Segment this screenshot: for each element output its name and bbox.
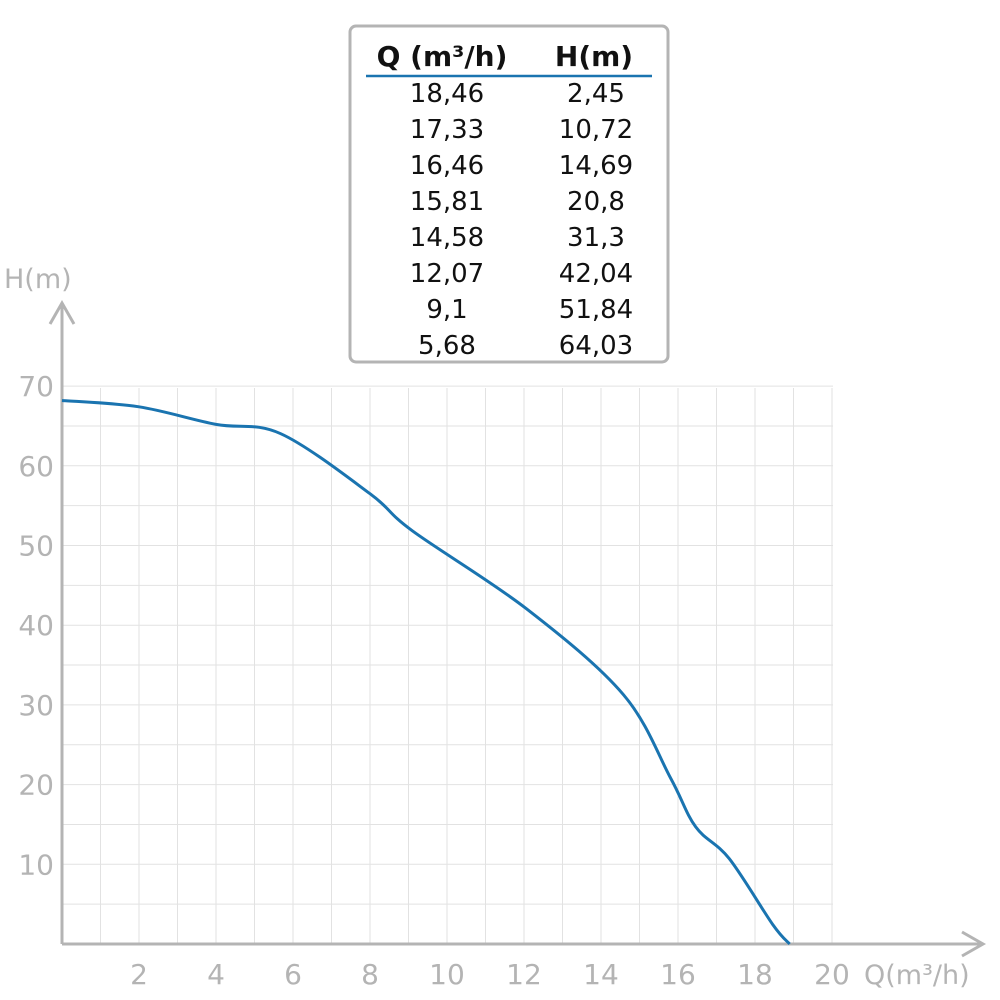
- x-tick-label: 4: [207, 958, 225, 991]
- table-cell-q: 14,58: [410, 223, 484, 253]
- x-tick-label: 10: [429, 958, 465, 991]
- table-cell-q: 17,33: [410, 115, 484, 145]
- table-cell-h: 64,03: [559, 331, 633, 361]
- y-tick-label: 50: [18, 530, 54, 563]
- y-axis-title: H(m): [4, 264, 72, 295]
- table-cell-q: 12,07: [410, 259, 484, 289]
- table-frame: [348, 24, 670, 364]
- table-cell-q: 5,68: [418, 331, 476, 361]
- x-tick-label: 16: [660, 958, 696, 991]
- table-cell-h: 14,69: [559, 151, 633, 181]
- y-tick-labels: 10 20 30 40 50 60 70: [18, 370, 54, 881]
- x-tick-label: 8: [361, 958, 379, 991]
- table-cell-q: 18,46: [410, 79, 484, 109]
- table-cell-h: 10,72: [559, 115, 633, 145]
- table-cell-h: 31,3: [567, 223, 625, 253]
- y-tick-label: 70: [18, 370, 54, 403]
- y-tick-label: 20: [18, 769, 54, 802]
- y-tick-label: 10: [18, 848, 54, 881]
- data-table: Q (m³/h) H(m) 18,46 2,45 17,33 10,72 16,46 14…: [348, 24, 670, 364]
- series-line: [61, 398, 791, 946]
- table-header-q: Q (m³/h): [377, 40, 508, 73]
- x-tick-labels: 2 4 6 8 10 12 14 16 18 20: [130, 958, 850, 991]
- x-tick-label: 18: [737, 958, 773, 991]
- table-cell-q: 9,1: [426, 295, 467, 325]
- table-cell-h: 42,04: [559, 259, 633, 289]
- table-cell-q: 15,81: [410, 187, 484, 217]
- table-header-h: H(m): [555, 40, 633, 73]
- table-cell-q: 16,46: [410, 151, 484, 181]
- x-tick-label: 6: [284, 958, 302, 991]
- table-cell-h: 20,8: [567, 187, 625, 217]
- grid: [62, 385, 833, 944]
- table-cell-h: 2,45: [567, 79, 625, 109]
- y-tick-label: 40: [18, 609, 54, 642]
- axes: [48, 299, 987, 958]
- x-axis-title: Q(m³/h): [864, 960, 970, 991]
- table-rows: 18,46 2,45 17,33 10,72 16,46 14,69 15,81 20,8 14…: [410, 79, 633, 361]
- x-axis-arrow-icon: [961, 930, 987, 958]
- x-tick-label: 14: [583, 958, 619, 991]
- x-tick-label: 2: [130, 958, 148, 991]
- x-tick-label: 20: [814, 958, 850, 991]
- table-cell-h: 51,84: [559, 295, 633, 325]
- y-tick-label: 30: [18, 689, 54, 722]
- y-tick-label: 60: [18, 450, 54, 483]
- x-tick-label: 12: [506, 958, 542, 991]
- y-axis-arrow-icon: [48, 299, 76, 325]
